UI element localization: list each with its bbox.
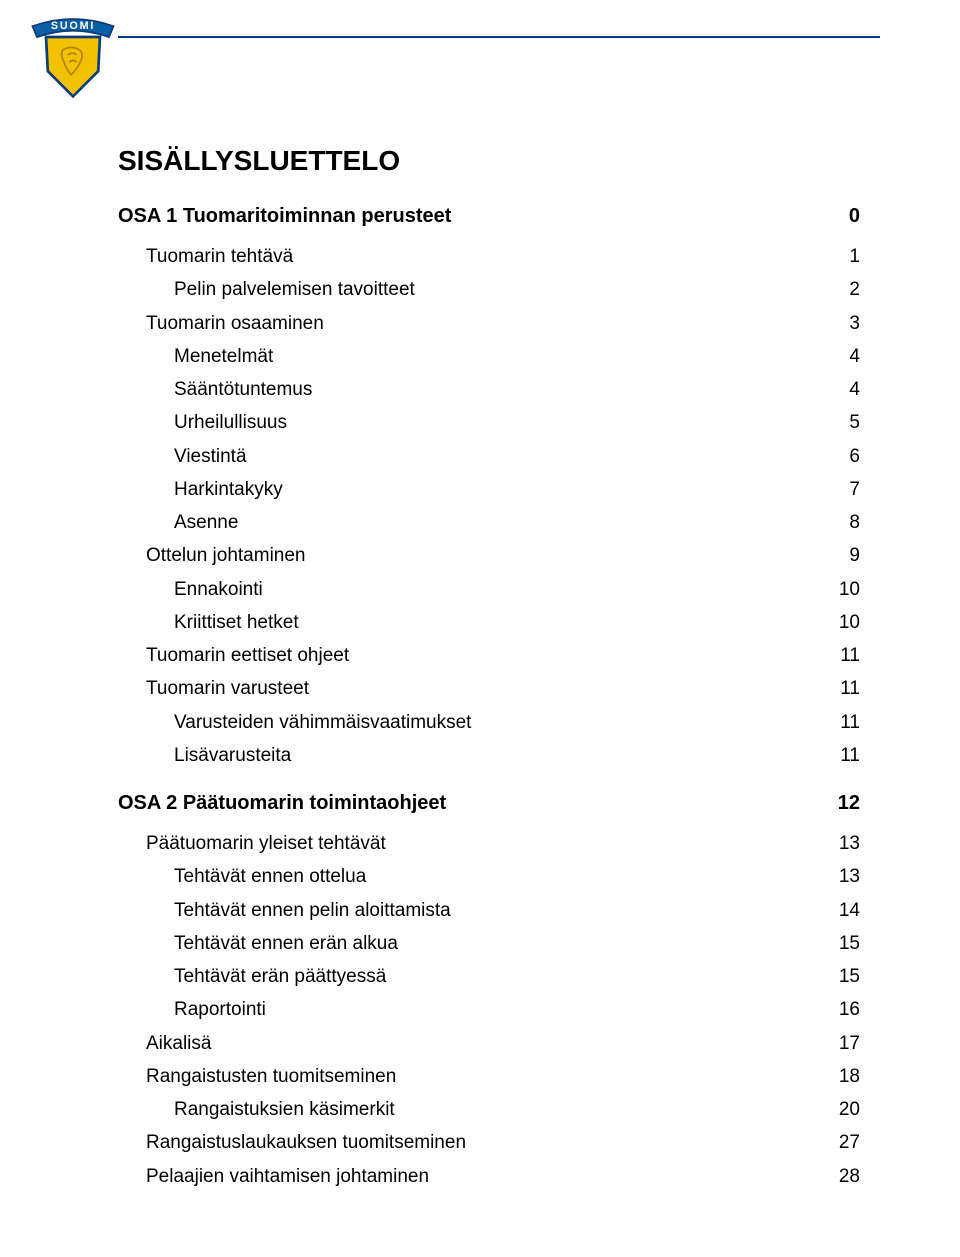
toc-item: Raportointi 16 bbox=[118, 993, 860, 1026]
toc-label: Pelin palvelemisen tavoitteet bbox=[174, 273, 415, 306]
toc-page: 20 bbox=[832, 1093, 860, 1126]
toc-label: Asenne bbox=[174, 506, 238, 539]
toc-label: Kriittiset hetket bbox=[174, 606, 299, 639]
toc-page: 13 bbox=[832, 827, 860, 860]
toc-item: Tuomarin tehtävä 1 bbox=[118, 240, 860, 273]
toc-item: Päätuomarin yleiset tehtävät 13 bbox=[118, 827, 860, 860]
toc-page: 6 bbox=[832, 440, 860, 473]
toc-label: Tehtävät ennen pelin aloittamista bbox=[174, 894, 451, 927]
toc-page: 11 bbox=[832, 706, 860, 739]
toc-item: Lisävarusteita 11 bbox=[118, 739, 860, 772]
toc-label: Viestintä bbox=[174, 440, 247, 473]
toc-list: Päätuomarin yleiset tehtävät 13 Tehtävät … bbox=[118, 827, 860, 1193]
toc-label: Aikalisä bbox=[146, 1027, 211, 1060]
toc-label: Rangaistusten tuomitseminen bbox=[146, 1060, 396, 1093]
toc-page: 4 bbox=[832, 373, 860, 406]
section-heading: OSA 1 Tuomaritoiminnan perusteet bbox=[118, 205, 451, 228]
toc-item: Tehtävät ennen erän alkua 15 bbox=[118, 927, 860, 960]
toc-page: 11 bbox=[832, 739, 860, 772]
toc-label: Tuomarin eettiset ohjeet bbox=[146, 639, 349, 672]
toc-page: 11 bbox=[832, 639, 860, 672]
toc-label: Tehtävät ennen ottelua bbox=[174, 860, 366, 893]
toc-item: Tehtävät ennen ottelua 13 bbox=[118, 860, 860, 893]
toc-item: Ottelun johtaminen 9 bbox=[118, 539, 860, 572]
toc-item: Varusteiden vähimmäisvaatimukset 11 bbox=[118, 706, 860, 739]
toc-item: Aikalisä 17 bbox=[118, 1027, 860, 1060]
document-page: SUOMI SISÄLLYSLUETTELO OSA 1 Tuomaritoim… bbox=[0, 0, 960, 1257]
toc-label: Ottelun johtaminen bbox=[146, 539, 306, 572]
toc-label: Pelaajien vaihtamisen johtaminen bbox=[146, 1160, 429, 1193]
toc-page: 10 bbox=[832, 573, 860, 606]
toc-item: Menetelmät 4 bbox=[118, 340, 860, 373]
toc-page: 14 bbox=[832, 894, 860, 927]
suomi-logo: SUOMI bbox=[28, 10, 118, 100]
toc-page: 7 bbox=[832, 473, 860, 506]
toc-page: 3 bbox=[832, 307, 860, 340]
toc-label: Tehtävät erän päättyessä bbox=[174, 960, 386, 993]
toc-label: Varusteiden vähimmäisvaatimukset bbox=[174, 706, 471, 739]
toc-item: Ennakointi 10 bbox=[118, 573, 860, 606]
section-page: 12 bbox=[832, 792, 860, 815]
toc-item: Pelaajien vaihtamisen johtaminen 28 bbox=[118, 1160, 860, 1193]
toc-page: 5 bbox=[832, 406, 860, 439]
toc-page: 4 bbox=[832, 340, 860, 373]
section-page: 0 bbox=[832, 205, 860, 228]
toc-label: Sääntötuntemus bbox=[174, 373, 312, 406]
toc-page: 27 bbox=[832, 1126, 860, 1159]
toc-page: 13 bbox=[832, 860, 860, 893]
section-heading: OSA 2 Päätuomarin toimintaohjeet bbox=[118, 792, 446, 815]
toc-page: 18 bbox=[832, 1060, 860, 1093]
toc-item: Viestintä 6 bbox=[118, 440, 860, 473]
toc-item: Rangaistuksien käsimerkit 20 bbox=[118, 1093, 860, 1126]
toc-label: Ennakointi bbox=[174, 573, 263, 606]
toc-item: Rangaistuslaukauksen tuomitseminen 27 bbox=[118, 1126, 860, 1159]
toc-label: Tuomarin osaaminen bbox=[146, 307, 324, 340]
toc-page: 10 bbox=[832, 606, 860, 639]
toc-list: Tuomarin tehtävä 1 Pelin palvelemisen tav… bbox=[118, 240, 860, 772]
toc-item: Tuomarin eettiset ohjeet 11 bbox=[118, 639, 860, 672]
section-heading-row: OSA 1 Tuomaritoiminnan perusteet 0 bbox=[118, 205, 860, 228]
toc-page: 15 bbox=[832, 960, 860, 993]
logo-banner-text: SUOMI bbox=[51, 20, 95, 32]
toc-label: Päätuomarin yleiset tehtävät bbox=[146, 827, 386, 860]
toc-page: 16 bbox=[832, 993, 860, 1026]
toc-label: Tuomarin tehtävä bbox=[146, 240, 293, 273]
toc-item: Kriittiset hetket 10 bbox=[118, 606, 860, 639]
section-heading-row: OSA 2 Päätuomarin toimintaohjeet 12 bbox=[118, 792, 860, 815]
toc-page: 15 bbox=[832, 927, 860, 960]
toc-item: Tuomarin osaaminen 3 bbox=[118, 307, 860, 340]
toc-item: Pelin palvelemisen tavoitteet 2 bbox=[118, 273, 860, 306]
toc-item: Urheilullisuus 5 bbox=[118, 406, 860, 439]
header-rule bbox=[118, 36, 880, 38]
toc-item: Sääntötuntemus 4 bbox=[118, 373, 860, 406]
toc-label: Lisävarusteita bbox=[174, 739, 291, 772]
toc-item: Harkintakyky 7 bbox=[118, 473, 860, 506]
toc-item: Tehtävät erän päättyessä 15 bbox=[118, 960, 860, 993]
toc-page: 9 bbox=[832, 539, 860, 572]
logo-shield bbox=[46, 37, 100, 96]
toc-item: Tuomarin varusteet 11 bbox=[118, 672, 860, 705]
toc-page: 28 bbox=[832, 1160, 860, 1193]
page-title: SISÄLLYSLUETTELO bbox=[118, 145, 860, 177]
toc-page: 8 bbox=[832, 506, 860, 539]
toc-label: Urheilullisuus bbox=[174, 406, 287, 439]
toc-label: Harkintakyky bbox=[174, 473, 283, 506]
toc-page: 11 bbox=[832, 672, 860, 705]
toc-label: Menetelmät bbox=[174, 340, 273, 373]
toc-item: Rangaistusten tuomitseminen 18 bbox=[118, 1060, 860, 1093]
toc-page: 17 bbox=[832, 1027, 860, 1060]
toc-label: Rangaistuslaukauksen tuomitseminen bbox=[146, 1126, 466, 1159]
toc-label: Tehtävät ennen erän alkua bbox=[174, 927, 398, 960]
toc-label: Rangaistuksien käsimerkit bbox=[174, 1093, 395, 1126]
toc-page: 2 bbox=[832, 273, 860, 306]
toc-page: 1 bbox=[832, 240, 860, 273]
toc-label: Raportointi bbox=[174, 993, 266, 1026]
toc-label: Tuomarin varusteet bbox=[146, 672, 309, 705]
toc-content: SISÄLLYSLUETTELO OSA 1 Tuomaritoiminnan … bbox=[118, 145, 860, 1193]
toc-item: Asenne 8 bbox=[118, 506, 860, 539]
toc-item: Tehtävät ennen pelin aloittamista 14 bbox=[118, 894, 860, 927]
